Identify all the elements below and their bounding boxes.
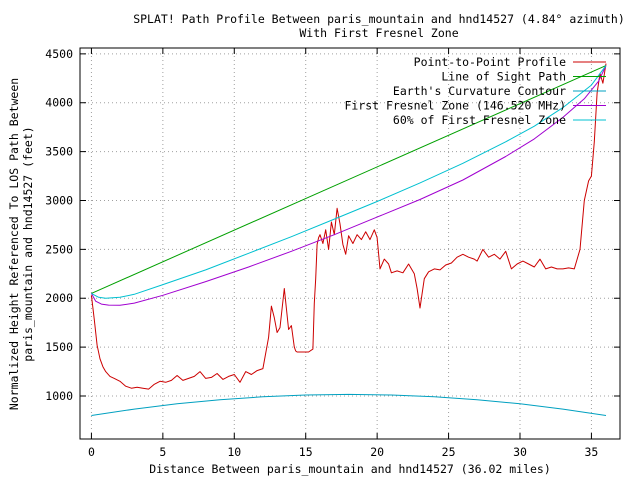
x-tick-label: 15 xyxy=(299,445,313,459)
x-tick-label: 0 xyxy=(88,445,95,459)
legend-label: First Fresnel Zone (146.520 MHz) xyxy=(344,99,566,113)
series-lines xyxy=(90,63,607,416)
y-tick-label: 2500 xyxy=(45,242,73,256)
plot-frame xyxy=(79,47,621,440)
chart-subtitle: With First Fresnel Zone xyxy=(299,26,458,40)
legend-label: Point-to-Point Profile xyxy=(414,55,566,69)
series-line-earth-s-curvature-contour xyxy=(91,393,607,416)
x-tick-label: 35 xyxy=(584,445,598,459)
series-line-60-of-first-fresnel-zone xyxy=(91,65,607,299)
y-tick-label: 1000 xyxy=(45,389,73,403)
y-axis-label: Normalized Height Referenced To LOS Path… xyxy=(7,78,21,410)
y-tick-label: 4000 xyxy=(45,96,73,110)
axis-ticks: 0 5 10 15 20 25 30 35 1000 1500 2000 2500 3000 3500 40… xyxy=(45,47,620,459)
legend-label: 60% of First Fresnel Zone xyxy=(393,113,566,127)
y-tick-label: 3500 xyxy=(45,145,73,159)
x-tick-label: 10 xyxy=(227,445,241,459)
series-line-point-to-point-profile xyxy=(90,63,607,390)
y-axis-label-line2: paris_mountain and hnd14527 (feet) xyxy=(21,126,35,361)
x-tick-label: 30 xyxy=(513,445,527,459)
y-tick-label: 3000 xyxy=(45,193,73,207)
series-line-first-fresnel-zone-146-520-mhz xyxy=(90,65,607,306)
series-line-line-of-sight-path xyxy=(91,65,607,294)
chart-title: SPLAT! Path Profile Between paris_mounta… xyxy=(133,12,625,26)
y-tick-label: 1500 xyxy=(45,340,73,354)
y-tick-label: 4500 xyxy=(45,47,73,61)
x-axis-label: Distance Between paris_mountain and hnd1… xyxy=(149,462,551,476)
legend-label: Line of Sight Path xyxy=(441,70,566,84)
x-tick-label: 20 xyxy=(370,445,384,459)
x-tick-label: 5 xyxy=(159,445,166,459)
x-tick-label: 25 xyxy=(442,445,456,459)
y-tick-label: 2000 xyxy=(45,291,73,305)
legend-label: Earth's Curvature Contour xyxy=(393,84,566,98)
